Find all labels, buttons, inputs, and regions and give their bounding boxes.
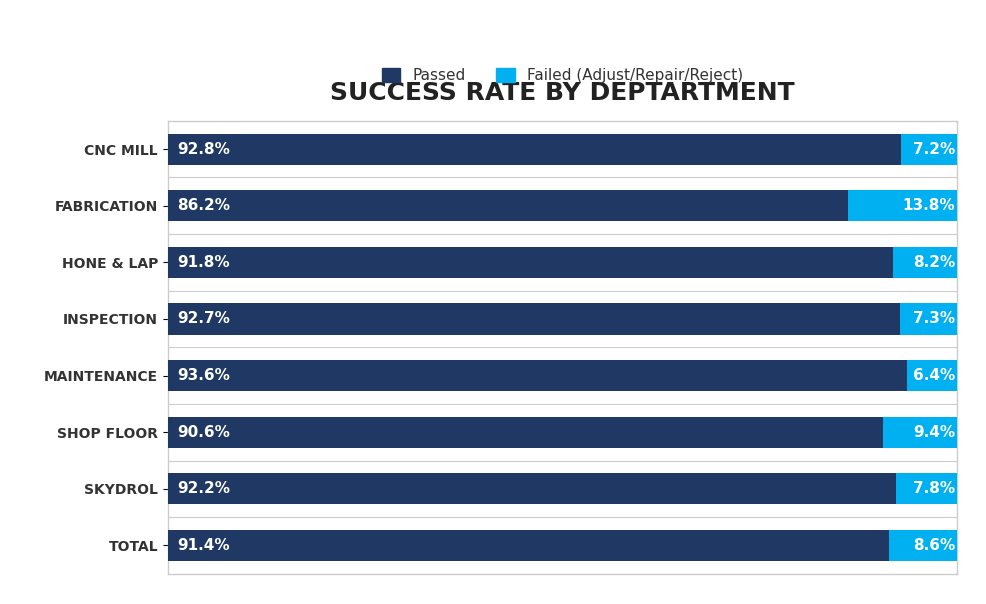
- Legend: Passed, Failed (Adjust/Repair/Reject): Passed, Failed (Adjust/Repair/Reject): [376, 62, 748, 89]
- Text: 91.8%: 91.8%: [177, 255, 230, 270]
- Bar: [168, 247, 891, 278]
- Text: 8.6%: 8.6%: [912, 538, 954, 553]
- Bar: [168, 133, 899, 165]
- Text: 92.7%: 92.7%: [177, 312, 230, 327]
- Bar: [168, 474, 895, 504]
- Text: 6.4%: 6.4%: [912, 368, 954, 383]
- Text: 9.4%: 9.4%: [912, 425, 954, 440]
- Text: 7.2%: 7.2%: [912, 141, 954, 156]
- Text: 93.6%: 93.6%: [177, 368, 230, 383]
- Bar: [906, 360, 956, 391]
- Text: 7.3%: 7.3%: [912, 312, 954, 327]
- Text: 8.2%: 8.2%: [912, 255, 954, 270]
- Bar: [168, 360, 906, 391]
- Bar: [899, 303, 956, 335]
- Bar: [895, 474, 956, 504]
- Bar: [888, 530, 956, 561]
- Bar: [168, 530, 888, 561]
- Bar: [848, 190, 956, 221]
- Bar: [891, 247, 956, 278]
- Bar: [168, 190, 848, 221]
- Bar: [899, 133, 956, 165]
- Text: 92.2%: 92.2%: [177, 481, 230, 496]
- Text: 7.8%: 7.8%: [912, 481, 954, 496]
- Bar: [168, 303, 899, 335]
- Text: 90.6%: 90.6%: [177, 425, 230, 440]
- Bar: [168, 417, 882, 448]
- Bar: [882, 417, 956, 448]
- Text: 86.2%: 86.2%: [177, 198, 230, 213]
- Text: 91.4%: 91.4%: [177, 538, 230, 553]
- Title: SUCCESS RATE BY DEPTARTMENT: SUCCESS RATE BY DEPTARTMENT: [330, 81, 794, 105]
- Text: 13.8%: 13.8%: [901, 198, 954, 213]
- Text: 92.8%: 92.8%: [177, 141, 230, 156]
